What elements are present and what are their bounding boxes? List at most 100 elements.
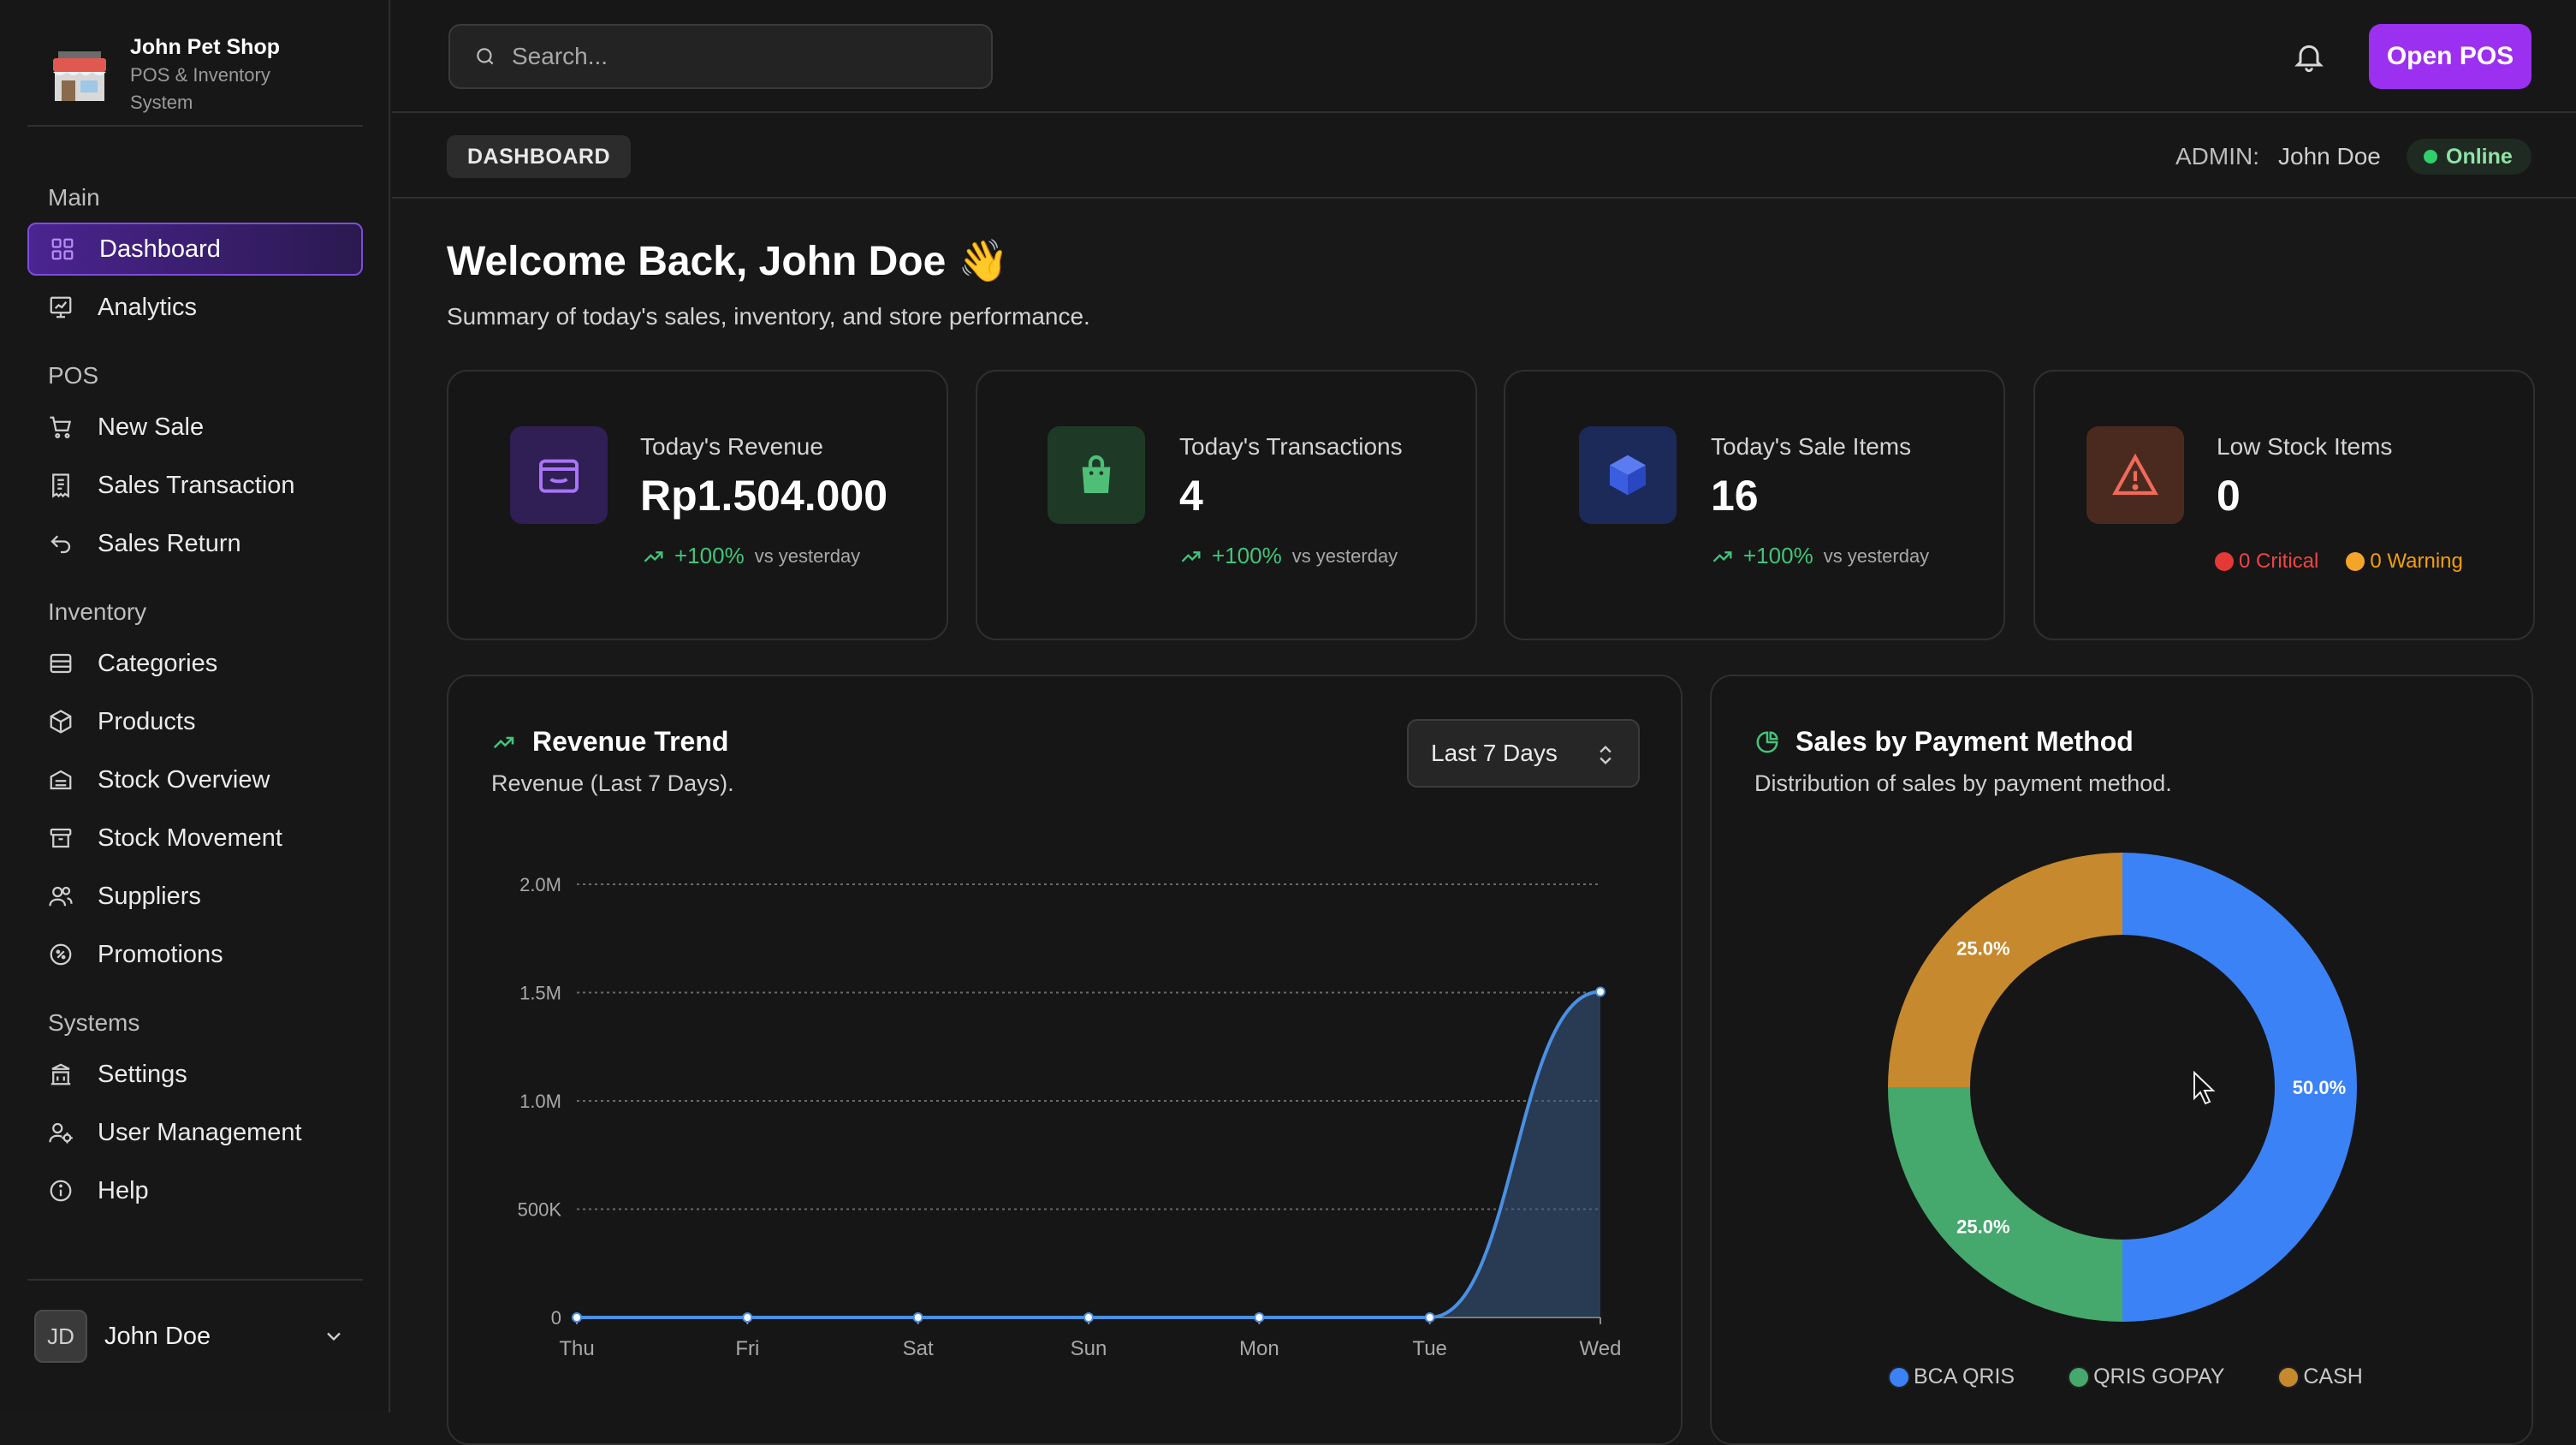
legend-item[interactable]: CASH [2277,1365,2363,1389]
low-stock-indicators: 0 Critical 0 Warning [2215,550,2463,574]
page-subtitle: Summary of today's sales, inventory, and… [447,303,1090,330]
sidebar-item-stock-movement[interactable]: Stock Movement [27,812,363,865]
payment-title: Sales by Payment Method [1795,726,2134,757]
legend-label: BCA QRIS [1914,1365,2015,1389]
pie-slice-bca-qris [2122,853,2357,1322]
panel-subtitle: Revenue (Last 7 Days). [491,770,734,796]
sidebar-item-products[interactable]: Products [27,695,363,748]
brand[interactable]: John Pet Shop POS & Inventory System [50,33,293,116]
revenue-area [577,991,1600,1317]
y-tick-label: 2.0M [519,874,561,895]
sidebar-item-label: Dashboard [99,235,221,263]
sidebar-item-sales-return[interactable]: Sales Return [27,517,363,570]
page-title: Welcome Back, John Doe 👋 [447,236,1009,285]
nav-section-inventory: Inventory [48,598,147,625]
sidebar-item-label: Stock Overview [98,765,270,794]
y-tick-label: 500K [518,1199,562,1221]
sidebar-item-user-management[interactable]: User Management [27,1106,363,1159]
sidebar-item-label: Analytics [98,293,198,321]
sidebar-item-label: Stock Movement [98,824,282,852]
admin-label: ADMIN: [2175,143,2259,169]
delta-percent: +100% [1743,543,1813,568]
data-point [1254,1312,1265,1323]
sidebar-item-dashboard[interactable]: Dashboard [27,223,363,276]
legend-swatch [2277,1365,2300,1389]
user-name: John Doe [104,1322,211,1350]
user-menu[interactable]: JD John Doe [34,1310,346,1363]
stat-card-low-stock[interactable]: Low Stock Items 0 [2033,370,2535,640]
y-tick-label: 1.5M [519,983,561,1004]
open-pos-button[interactable]: Open POS [2369,24,2531,89]
sidebar-item-label: User Management [98,1118,302,1146]
panel-title: Revenue Trend [491,726,728,758]
stat-label: Today's Transactions [1179,433,1403,460]
sidebar-item-label: Products [98,707,196,735]
admin-name: John Doe [2278,143,2381,169]
welcome-title: Welcome Back, John Doe [447,239,947,284]
x-tick-label: Sat [903,1337,934,1360]
delta-percent: +100% [674,543,745,568]
sidebar-item-label: Promotions [98,940,223,968]
divider [27,125,363,127]
stat-label: Today's Revenue [640,433,823,460]
trend-up-icon [1181,550,1201,562]
sidebar-item-sales-transaction[interactable]: Sales Transaction [27,459,363,512]
status-badge: Online [2407,139,2531,175]
range-select[interactable]: Last 7 Days [1407,719,1640,788]
stat-value: 0 [2217,472,2241,520]
legend-swatch [2068,1365,2091,1389]
critical-dot-icon [2215,552,2234,571]
stat-value: Rp1.504.000 [640,472,888,520]
critical-text: 0 Critical [2239,550,2319,573]
legend-item[interactable]: BCA QRIS [1888,1365,2015,1389]
y-tick-label: 1.0M [519,1091,561,1112]
sidebar-item-help[interactable]: Help [27,1164,363,1217]
warning-dot-icon [2346,552,2365,571]
sidebar-item-label: Sales Transaction [98,471,295,499]
sidebar-item-suppliers[interactable]: Suppliers [27,870,363,923]
data-point [1424,1312,1435,1323]
sidebar-item-promotions[interactable]: Promotions [27,928,363,981]
shopping-bag-icon [1048,426,1145,524]
settings-icon [48,1061,74,1087]
promo-icon [48,942,74,967]
delta-compare: vs yesterday [1823,544,1930,567]
stat-card-sale-items[interactable]: Today's Sale Items 16 +100% vs yesterday [1504,370,2005,640]
stat-value: 16 [1711,472,1759,520]
legend-item[interactable]: QRIS GOPAY [2068,1365,2224,1389]
stock-icon [48,767,74,793]
x-tick-label: Sun [1071,1337,1107,1360]
sidebar-item-label: Settings [98,1060,187,1088]
sidebar-item-settings[interactable]: Settings [27,1048,363,1101]
admin-info: ADMIN: John Doe [2175,135,2381,178]
sidebar-item-categories[interactable]: Categories [27,637,363,690]
stat-card-transactions[interactable]: Today's Transactions 4 +100% vs yesterda… [976,370,1477,640]
legend-label: QRIS GOPAY [2093,1365,2225,1389]
brand-subtitle: POS & Inventory System [130,64,270,113]
delta-percent: +100% [1212,543,1282,568]
search-box[interactable] [448,24,993,89]
stat-label: Low Stock Items [2217,433,2393,460]
legend-label: CASH [2303,1365,2363,1389]
breadcrumb: DASHBOARD [447,135,631,178]
sidebar-item-analytics[interactable]: Analytics [27,281,363,334]
chevron-down-icon[interactable] [322,1324,346,1348]
wave-emoji: 👋 [958,239,1010,284]
sidebar-item-stock-overview[interactable]: Stock Overview [27,753,363,806]
stat-card-revenue[interactable]: Today's Revenue Rp1.504.000 +100% vs yes… [447,370,948,640]
bell-icon[interactable] [2292,38,2326,75]
stat-value: 4 [1179,472,1203,520]
user-gear-icon [48,1120,74,1145]
slice-label: 50.0% [2293,1077,2346,1098]
brand-name: John Pet Shop [130,35,280,59]
trend-up-icon [644,550,663,562]
nav-section-main: Main [48,184,100,211]
sidebar-item-label: Sales Return [98,529,241,557]
sidebar-item-new-sale[interactable]: New Sale [27,401,363,454]
online-dot-icon [2424,150,2437,164]
cart-icon [48,414,74,440]
stat-label: Today's Sale Items [1711,433,1912,460]
slice-label: 25.0% [1956,937,2009,959]
stat-delta: +100% vs yesterday [1711,543,1929,569]
search-input[interactable] [512,43,991,70]
